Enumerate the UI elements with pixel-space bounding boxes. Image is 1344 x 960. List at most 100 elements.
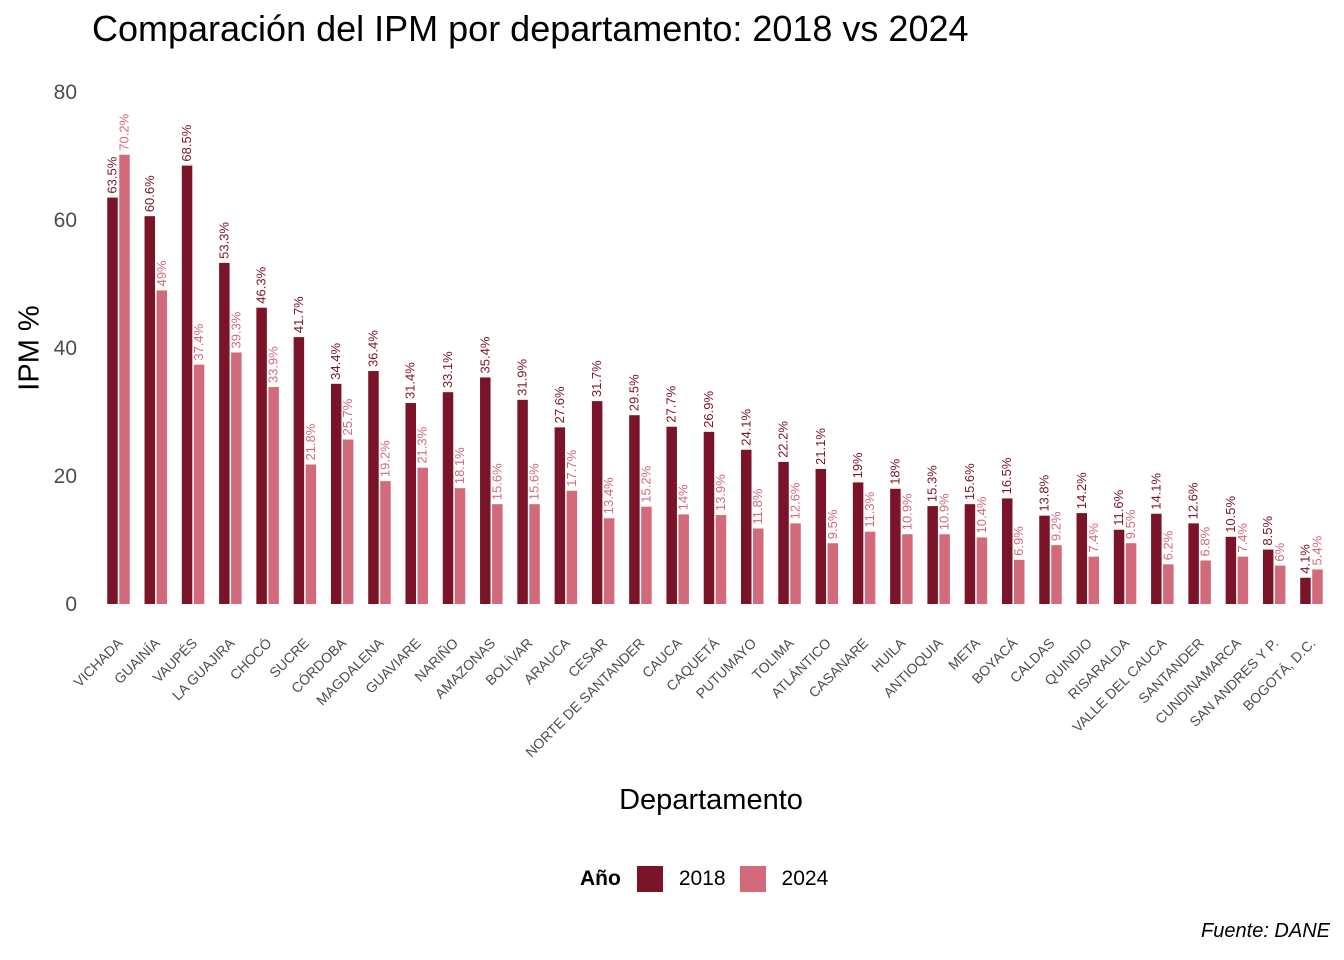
y-tick-label-0: 0 (65, 593, 77, 616)
bar-guainia-2024 (156, 290, 168, 604)
bar-choco-2018 (256, 307, 267, 604)
value-label-caqueta-2024: 13.9% (713, 474, 728, 511)
value-label-amazonas-2024: 15.6% (489, 463, 504, 500)
bar-arauca-2018 (554, 427, 566, 604)
bar-cordoba-2018 (330, 383, 342, 604)
legend-label-2018: 2018 (678, 867, 726, 890)
bar-putumayo-2018 (741, 449, 752, 604)
bar-tolima-2018 (778, 461, 789, 604)
bar-caldas-2018 (1039, 515, 1050, 604)
value-label-bolivar-2018: 31.9% (515, 359, 530, 396)
y-tick-label-80: 80 (54, 81, 77, 104)
legend: Año 2018 2024 (580, 866, 842, 892)
bar-casanare-2024 (864, 531, 876, 604)
bar-cesar-2018 (591, 401, 603, 604)
value-label-santander-2018: 12.6% (1186, 482, 1201, 519)
bar-caldas-2024 (1051, 545, 1062, 604)
legend-swatch-2024 (739, 866, 766, 892)
bar-cesar-2024 (603, 518, 615, 604)
chart-title: Comparación del IPM por departamento: 20… (92, 8, 969, 49)
value-label-tolima-2018: 22.2% (776, 421, 791, 458)
value-label-antioquia-2024: 10.9% (937, 493, 952, 530)
value-label-la-guajira-2018: 53.3% (216, 222, 231, 259)
value-label-meta-2018: 15.6% (962, 463, 977, 500)
bar-caqueta-2024 (715, 515, 727, 604)
y-tick-label-40: 40 (54, 337, 77, 360)
value-label-norte-de-santander-2018: 29.5% (626, 374, 641, 411)
bar-quindio-2024 (1088, 556, 1100, 604)
legend-label-2024: 2024 (781, 867, 829, 890)
bar-arauca-2024 (566, 490, 578, 604)
value-label-sucre-2018: 41.7% (291, 296, 306, 333)
bar-boyaca-2018 (1001, 498, 1013, 604)
bar-putumayo-2024 (753, 528, 764, 604)
y-tick-label-20: 20 (54, 465, 77, 488)
bar-norte-de-santander-2024 (641, 506, 652, 604)
bar-choco-2024 (268, 387, 279, 604)
value-label-vichada-2024: 70.2% (117, 113, 132, 150)
bar-atlantico-2018 (815, 468, 827, 604)
value-label-narino-2018: 33.1% (440, 351, 455, 388)
bar-huila-2024 (902, 534, 913, 604)
bar-narino-2018 (442, 392, 454, 604)
bar-la-guajira-2024 (231, 352, 242, 604)
value-label-vaupes-2024: 37.4% (191, 323, 206, 360)
bar-cauca-2024 (678, 514, 689, 604)
bar-narino-2024 (454, 488, 466, 604)
bar-guaviare-2018 (405, 403, 416, 604)
value-label-quindio-2018: 14.2% (1074, 472, 1089, 509)
y-axis-ticks: 0 20 40 60 80 (54, 81, 77, 616)
bar-valle-del-cauca-2024 (1163, 564, 1174, 604)
bar-atlantico-2024 (827, 543, 839, 604)
value-label-narino-2024: 18.1% (452, 447, 467, 484)
bar-amazonas-2018 (480, 377, 491, 604)
bar-vichada-2024 (119, 154, 130, 604)
bar-quindio-2018 (1076, 513, 1088, 604)
bar-vichada-2018 (107, 197, 118, 604)
value-label-cundinamarca-2018: 10.5% (1223, 495, 1238, 532)
value-label-atlantico-2018: 21.1% (813, 428, 828, 465)
value-label-caqueta-2018: 26.9% (701, 391, 716, 428)
value-label-bogota-d-c-2024: 5.4% (1309, 535, 1324, 565)
value-label-valle-del-cauca-2024: 6.2% (1160, 530, 1175, 560)
value-label-cordoba-2018: 34.4% (328, 343, 343, 380)
value-label-cesar-2024: 13.4% (601, 477, 616, 514)
bar-la-guajira-2018 (219, 262, 230, 604)
bar-meta-2018 (964, 504, 976, 604)
value-label-quindio-2024: 7.4% (1086, 523, 1101, 553)
bar-vaupes-2024 (193, 364, 205, 604)
value-label-cundinamarca-2024: 7.4% (1235, 523, 1250, 553)
bar-bolivar-2024 (529, 504, 540, 604)
value-label-casanare-2024: 11.3% (862, 491, 877, 527)
bar-san-andres-y-p-2024 (1274, 565, 1286, 604)
value-label-risaralda-2024: 9.5% (1123, 509, 1138, 539)
value-label-caldas-2018: 13.8% (1037, 474, 1052, 511)
value-label-meta-2024: 10.4% (974, 496, 989, 533)
bar-san-andres-y-p-2018 (1262, 549, 1274, 604)
bar-caqueta-2018 (703, 431, 715, 604)
value-label-norte-de-santander-2024: 15.2% (638, 465, 653, 502)
bar-bogota-d-c-2018 (1300, 577, 1311, 604)
value-label-vaupes-2018: 68.5% (179, 124, 194, 161)
value-label-guainia-2018: 60.6% (142, 175, 157, 212)
bar-magdalena-2018 (368, 371, 379, 604)
value-label-putumayo-2024: 11.8% (750, 488, 765, 524)
value-label-choco-2018: 46.3% (254, 266, 269, 303)
bar-bolivar-2018 (517, 399, 528, 604)
value-label-atlantico-2024: 9.5% (825, 509, 840, 539)
chart-caption: Fuente: DANE (1201, 920, 1330, 942)
value-label-bogota-d-c-2018: 4.1% (1297, 544, 1312, 574)
value-label-magdalena-2018: 36.4% (365, 330, 380, 367)
legend-item-2018: 2018 (636, 866, 726, 892)
bar-guaviare-2024 (417, 467, 428, 604)
value-label-choco-2024: 33.9% (266, 346, 281, 383)
value-label-valle-del-cauca-2018: 14.1% (1148, 472, 1163, 509)
value-label-la-guajira-2024: 39.3% (228, 311, 243, 348)
value-label-antioquia-2018: 15.3% (925, 465, 940, 502)
value-label-guainia-2024: 49% (154, 260, 169, 286)
value-label-guaviare-2024: 21.3% (415, 426, 430, 463)
value-label-risaralda-2018: 11.6% (1111, 489, 1126, 525)
value-label-boyaca-2024: 6.9% (1011, 526, 1026, 556)
bar-cundinamarca-2024 (1237, 556, 1249, 604)
